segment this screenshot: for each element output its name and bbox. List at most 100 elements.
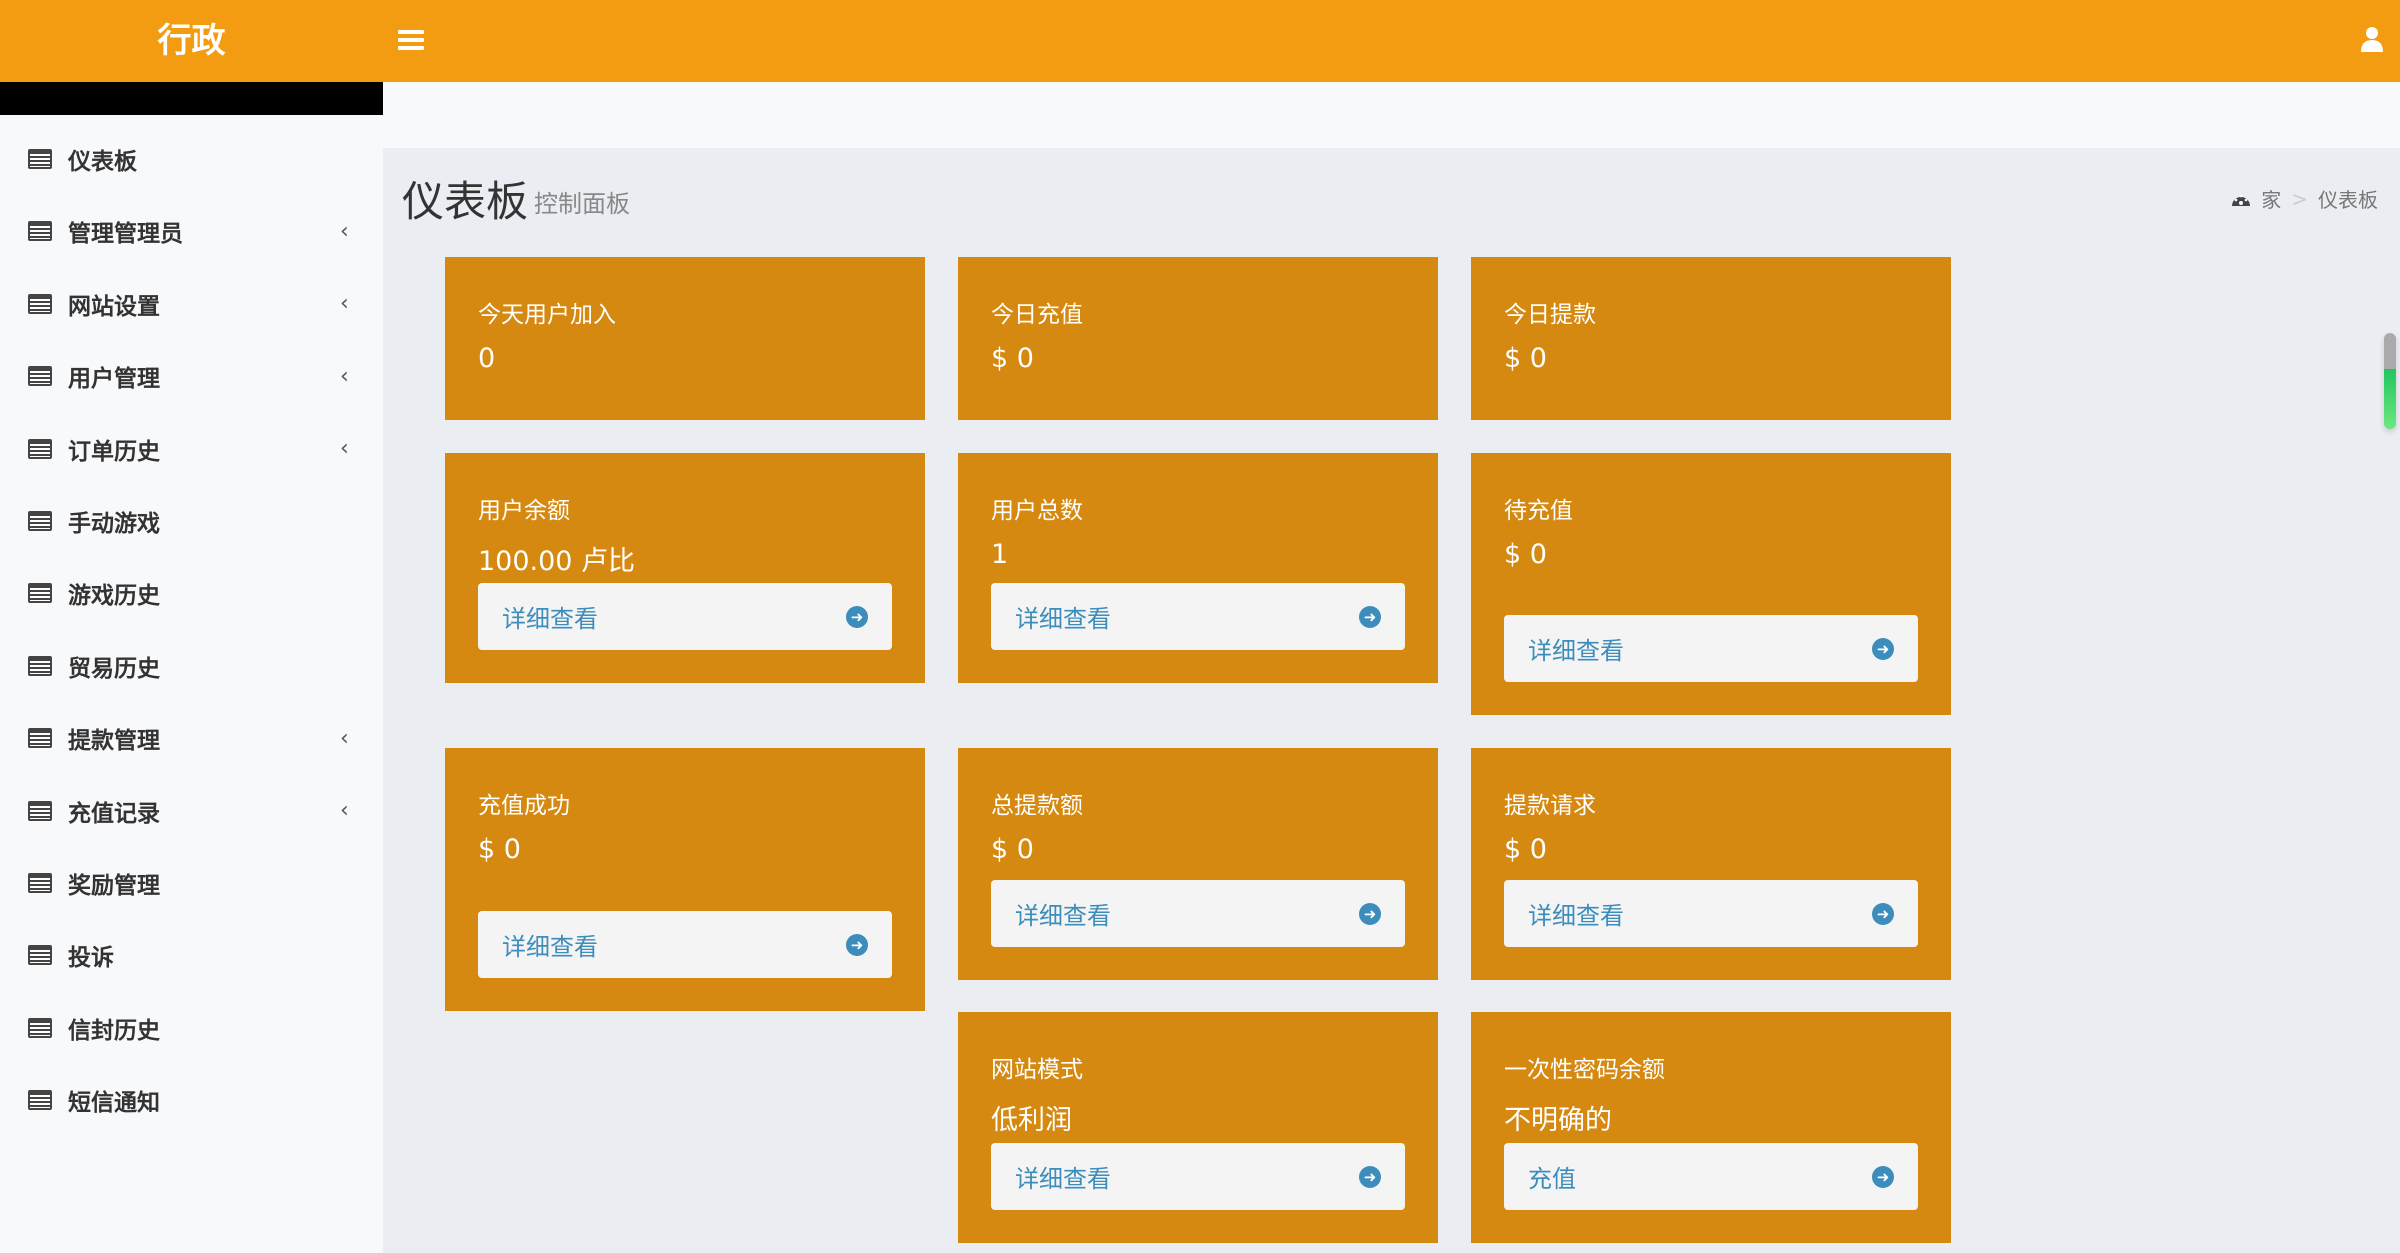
content-top-strip: [383, 82, 2400, 148]
stat-card: 充值成功 $ 0 详细查看 ➜: [445, 748, 925, 1011]
details-button[interactable]: 详细查看 ➜: [478, 911, 892, 978]
dashboard-icon: [2232, 194, 2251, 206]
details-button[interactable]: 充值 ➜: [1504, 1143, 1918, 1210]
stat-card: 今日提款 $ 0: [1471, 257, 1951, 420]
arrow-circle-right-icon: ➜: [846, 933, 868, 956]
details-button-label: 详细查看: [1528, 637, 1624, 665]
breadcrumb-separator: >: [2291, 186, 2308, 211]
breadcrumb-home[interactable]: 家: [2261, 188, 2282, 212]
card-title: 待充值: [1504, 498, 1573, 524]
details-button[interactable]: 详细查看 ➜: [991, 880, 1405, 947]
card-title: 用户余额: [478, 498, 570, 524]
sidebar-item[interactable]: 奖励管理: [0, 853, 383, 913]
stat-card: 用户余额 100.00 卢比详细查看 ➜: [445, 453, 925, 683]
list-icon: [28, 1017, 52, 1038]
chevron-left-icon: ‹: [340, 798, 349, 824]
sidebar-item-label: 手动游戏: [68, 511, 160, 537]
details-button[interactable]: 详细查看 ➜: [991, 1143, 1405, 1210]
details-button-label: 详细查看: [502, 605, 598, 633]
card-value: 低利润: [991, 1105, 1072, 1136]
stat-card: 今天用户加入 0: [445, 257, 925, 420]
sidebar-item-label: 奖励管理: [68, 873, 160, 899]
card-value: 100.00 卢比: [478, 546, 636, 577]
card-title: 一次性密码余额: [1504, 1057, 1665, 1083]
stat-card: 提款请求 $ 0 详细查看 ➜: [1471, 748, 1951, 980]
sidebar-item[interactable]: 游戏历史: [0, 563, 383, 623]
breadcrumb: 家 > 仪表板: [2231, 184, 2378, 213]
list-icon: [28, 1090, 52, 1111]
card-title: 充值成功: [478, 793, 570, 819]
details-button[interactable]: 详细查看 ➜: [1504, 615, 1918, 682]
details-button[interactable]: 详细查看 ➜: [478, 583, 892, 650]
sidebar-item-label: 仪表板: [68, 149, 137, 175]
list-icon: [28, 149, 52, 169]
stat-card: 总提款额 $ 0 详细查看 ➜: [958, 748, 1438, 980]
sidebar-item[interactable]: 充值记录 ‹: [0, 781, 383, 841]
card-value: $ 0: [1504, 834, 1547, 865]
chevron-left-icon: ‹: [340, 725, 349, 751]
stat-card: 网站模式低利润详细查看 ➜: [958, 1012, 1438, 1243]
list-icon: [28, 800, 52, 821]
sidebar-item[interactable]: 手动游戏: [0, 491, 383, 551]
sidebar-item[interactable]: 投诉: [0, 925, 383, 985]
details-button-label: 详细查看: [1015, 1165, 1111, 1193]
top-header: 行政: [0, 0, 2400, 82]
card-title: 今日充值: [991, 302, 1083, 328]
list-icon: [28, 873, 52, 893]
arrow-circle-right-icon: ➜: [1359, 1165, 1381, 1188]
sidebar-item-label: 信封历史: [68, 1017, 160, 1044]
card-title: 网站模式: [991, 1057, 1083, 1083]
sidebar-item-label: 短信通知: [68, 1090, 160, 1117]
details-button[interactable]: 详细查看 ➜: [991, 583, 1405, 650]
stat-card: 一次性密码余额不明确的充值 ➜: [1471, 1012, 1951, 1243]
card-title: 提款请求: [1504, 793, 1596, 819]
details-button-label: 详细查看: [1015, 605, 1111, 633]
card-value: 1: [991, 539, 1009, 570]
sidebar-item[interactable]: 仪表板: [0, 129, 383, 189]
card-title: 今天用户加入: [478, 302, 616, 328]
card-title: 今日提款: [1504, 302, 1596, 328]
sidebar-user-panel: [0, 82, 383, 115]
scrollbar[interactable]: [2384, 333, 2396, 429]
sidebar-item[interactable]: 网站设置 ‹: [0, 274, 383, 334]
details-button[interactable]: 详细查看 ➜: [1504, 880, 1918, 947]
sidebar-item[interactable]: 信封历史: [0, 998, 383, 1058]
sidebar-item-label: 提款管理: [68, 728, 160, 755]
list-icon: [28, 511, 52, 531]
details-button-label: 详细查看: [502, 933, 598, 961]
chevron-left-icon: ‹: [340, 436, 349, 462]
sidebar-item-label: 管理管理员: [68, 221, 183, 248]
sidebar-item-label: 贸易历史: [68, 655, 160, 682]
arrow-circle-right-icon: ➜: [1872, 637, 1894, 660]
list-icon: [28, 221, 52, 242]
page-title: 仪表板: [402, 177, 529, 226]
card-value: $ 0: [1504, 539, 1547, 570]
stat-card: 用户总数 1 详细查看 ➜: [958, 453, 1438, 683]
list-icon: [28, 728, 52, 749]
sidebar-item[interactable]: 用户管理 ‹: [0, 346, 383, 406]
sidebar-item[interactable]: 订单历史 ‹: [0, 419, 383, 479]
sidebar-item[interactable]: 管理管理员 ‹: [0, 201, 383, 261]
list-icon: [28, 945, 52, 966]
chevron-left-icon: ‹: [340, 363, 349, 389]
user-icon[interactable]: [2360, 26, 2384, 52]
page-subtitle: 控制面板: [534, 190, 630, 218]
list-icon: [28, 293, 52, 314]
sidebar-item[interactable]: 贸易历史: [0, 636, 383, 696]
details-button-label: 详细查看: [1528, 902, 1624, 930]
card-value: $ 0: [1504, 343, 1547, 374]
logo[interactable]: 行政: [157, 21, 226, 61]
sidebar-item-label: 充值记录: [68, 800, 160, 827]
card-value: 不明确的: [1504, 1105, 1612, 1136]
sidebar-item[interactable]: 提款管理 ‹: [0, 708, 383, 768]
list-icon: [28, 655, 52, 676]
arrow-circle-right-icon: ➜: [1872, 902, 1894, 925]
sidebar-item[interactable]: 短信通知: [0, 1070, 383, 1130]
details-button-label: 详细查看: [1015, 902, 1111, 930]
chevron-left-icon: ‹: [340, 218, 349, 244]
arrow-circle-right-icon: ➜: [1872, 1165, 1894, 1188]
hamburger-icon[interactable]: [398, 26, 424, 56]
details-button-label: 充值: [1528, 1165, 1576, 1193]
sidebar-item-label: 订单历史: [68, 438, 160, 465]
sidebar: 仪表板管理管理员 ‹ 网站设置 ‹ 用户管理 ‹ 订单历史 ‹ 手动游戏游戏历史贸易历史提款管理…: [0, 115, 383, 1253]
